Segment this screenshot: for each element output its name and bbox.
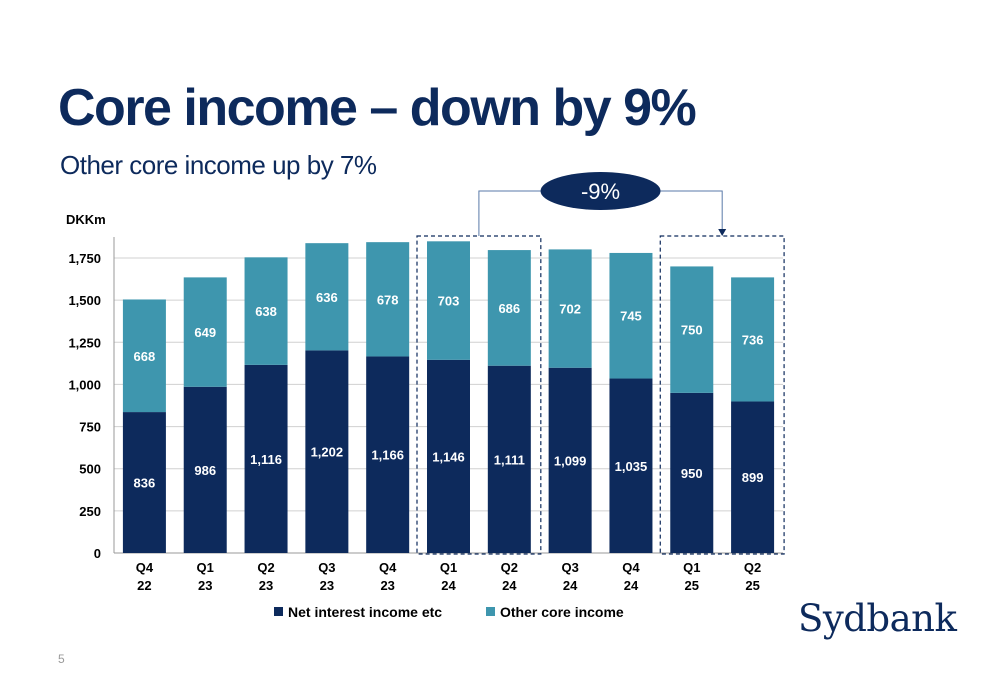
sydbank-logo: Sydbank — [798, 597, 957, 640]
x-tick-label-year: 23 — [380, 578, 394, 593]
y-axis-label: DKKm — [66, 212, 106, 227]
annotation-text: -9% — [581, 179, 620, 204]
bar-other-core-income — [670, 266, 714, 393]
x-tick-label-year: 24 — [563, 578, 578, 593]
data-label-other-core-income: 649 — [194, 325, 216, 340]
data-label-net-interest: 950 — [681, 466, 703, 481]
bar-net-interest — [548, 367, 592, 553]
x-tick-label-quarter: Q3 — [318, 560, 335, 575]
data-label-net-interest: 899 — [742, 470, 764, 485]
y-tick-label: 250 — [79, 504, 101, 519]
x-tick-label-quarter: Q1 — [197, 560, 214, 575]
x-tick-label-year: 23 — [320, 578, 334, 593]
data-label-other-core-income: 750 — [681, 323, 703, 338]
data-label-other-core-income: 745 — [620, 309, 642, 324]
chart-legend: Net interest income etc Other core income — [274, 604, 624, 620]
legend-label-other-core-income: Other core income — [500, 604, 624, 620]
data-label-other-core-income: 678 — [377, 292, 399, 307]
bar-other-core-income — [609, 252, 653, 379]
x-tick-label-quarter: Q4 — [622, 560, 640, 575]
data-label-net-interest: 1,116 — [250, 452, 282, 467]
data-label-net-interest: 836 — [134, 476, 156, 491]
bar-net-interest — [670, 392, 714, 553]
bar-other-core-income — [427, 241, 470, 360]
bar-other-core-income — [122, 299, 166, 413]
bar-other-core-income — [548, 249, 592, 368]
data-label-net-interest: 1,111 — [494, 452, 525, 467]
data-label-net-interest: 1,035 — [615, 459, 648, 474]
x-tick-label-quarter: Q1 — [440, 560, 457, 575]
bar-net-interest — [487, 365, 531, 553]
highlight-box-h1-2025 — [659, 235, 785, 555]
page-subtitle: Other core income up by 7% — [60, 150, 377, 180]
data-label-net-interest: 986 — [194, 463, 216, 478]
annotation-arrowhead — [718, 229, 727, 236]
bar-net-interest — [122, 412, 166, 553]
bar-net-interest — [244, 364, 288, 553]
page-title: Core income – down by 9% — [58, 79, 697, 137]
x-tick-label-quarter: Q2 — [744, 560, 761, 575]
bar-net-interest — [305, 350, 349, 553]
x-tick-label-quarter: Q1 — [683, 560, 700, 575]
x-tick-label-quarter: Q4 — [379, 560, 397, 575]
bar-net-interest — [427, 359, 470, 553]
highlight-box-h1-2024 — [416, 235, 542, 555]
data-label-net-interest: 1,146 — [432, 449, 465, 464]
x-tick-label-year: 25 — [685, 578, 699, 593]
x-tick-label-quarter: Q2 — [257, 560, 274, 575]
x-tick-label-year: 25 — [745, 578, 759, 593]
data-label-other-core-income: 702 — [559, 302, 581, 317]
bar-other-core-income — [731, 277, 775, 402]
bar-other-core-income — [305, 243, 349, 351]
bar-net-interest — [731, 401, 775, 553]
legend-swatch-net-interest — [274, 607, 283, 616]
data-label-net-interest: 1,166 — [371, 448, 404, 463]
y-tick-label: 750 — [79, 420, 101, 435]
bar-net-interest — [366, 356, 410, 553]
bar-other-core-income — [183, 277, 227, 387]
y-tick-label: 0 — [94, 546, 101, 561]
x-tick-label-year: 22 — [137, 578, 151, 593]
data-label-other-core-income: 703 — [438, 294, 460, 309]
x-tick-label-year: 23 — [259, 578, 273, 593]
x-tick-label-quarter: Q3 — [561, 560, 578, 575]
data-label-net-interest: 1,099 — [554, 453, 587, 468]
data-label-other-core-income: 668 — [134, 349, 156, 364]
y-tick-label: 1,000 — [68, 377, 101, 392]
bar-net-interest — [609, 378, 653, 553]
bar-other-core-income — [487, 250, 531, 366]
bar-other-core-income — [244, 257, 288, 365]
data-label-net-interest: 1,202 — [311, 445, 344, 460]
legend-label-net-interest: Net interest income etc — [288, 604, 442, 620]
annotation-bubble — [540, 172, 661, 210]
bar-net-interest — [183, 386, 227, 553]
y-tick-label: 1,750 — [68, 251, 101, 266]
x-tick-label-year: 24 — [624, 578, 639, 593]
x-tick-label-year: 24 — [502, 578, 517, 593]
data-label-other-core-income: 636 — [316, 290, 338, 305]
y-tick-label: 500 — [79, 462, 101, 477]
legend-swatch-other-core-income — [486, 607, 495, 616]
data-label-other-core-income: 736 — [742, 332, 764, 347]
y-tick-label: 1,500 — [68, 293, 101, 308]
data-label-other-core-income: 686 — [498, 301, 520, 316]
x-tick-label-quarter: Q4 — [136, 560, 154, 575]
x-tick-label-year: 24 — [441, 578, 456, 593]
data-label-other-core-income: 638 — [255, 304, 277, 319]
x-tick-label-year: 23 — [198, 578, 212, 593]
bar-other-core-income — [366, 242, 410, 357]
x-tick-label-quarter: Q2 — [501, 560, 518, 575]
y-tick-label: 1,250 — [68, 335, 101, 350]
page-number: 5 — [58, 652, 65, 666]
